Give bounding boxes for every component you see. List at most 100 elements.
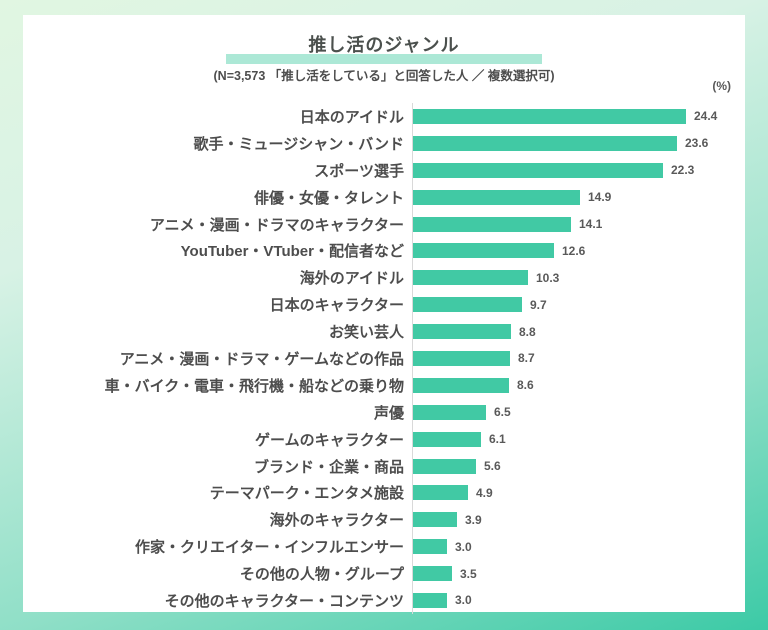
plot-area: 3.0: [412, 587, 745, 614]
chart-title: 推し活のジャンル: [308, 35, 460, 55]
value-label: 5.6: [484, 459, 501, 474]
title-highlight: [226, 54, 542, 64]
plot-area: 3.5: [412, 560, 745, 588]
value-label: 9.7: [530, 297, 547, 312]
bar: [413, 243, 554, 259]
category-label: ゲームのキャラクター: [255, 431, 404, 449]
chart-row: その他のキャラクター・コンテンツ 3.0: [23, 587, 745, 614]
plot-area: 23.6: [412, 129, 745, 157]
category-label: テーマパーク・エンタメ施設: [209, 485, 404, 503]
category-label: ブランド・企業・商品: [253, 458, 404, 476]
bar-chart: 日本のアイドル 24.4 歌手・ミュージシャン・バンド 23.6 スポーツ選手 …: [23, 103, 745, 614]
category-label: アニメ・漫画・ドラマ・ゲームなどの作品: [119, 350, 404, 368]
value-label: 3.0: [455, 539, 472, 554]
plot-area: 8.6: [412, 371, 745, 399]
value-label: 10.3: [536, 270, 560, 285]
chart-row: YouTuber・VTuber・配信者など 12.6: [23, 237, 745, 265]
plot-area: 6.5: [412, 398, 745, 426]
chart-row: 声優 6.5: [23, 398, 745, 426]
value-label: 6.1: [489, 432, 506, 447]
percent-unit-label: (%): [712, 79, 731, 93]
category-label: YouTuber・VTuber・配信者など: [180, 243, 404, 261]
bar: [413, 485, 468, 501]
plot-area: 4.9: [412, 479, 745, 507]
chart-row: アニメ・漫画・ドラマ・ゲームなどの作品 8.7: [23, 345, 745, 372]
value-label: 22.3: [671, 163, 695, 178]
chart-row: ゲームのキャラクター 6.1: [23, 425, 745, 453]
category-label: 日本のアイドル: [299, 108, 404, 126]
bar: [413, 512, 457, 528]
chart-subtitle: (N=3,573 「推し活をしている」と回答した人 ／ 複数選択可): [213, 69, 555, 83]
value-label: 8.7: [518, 351, 535, 366]
chart-row: その他の人物・グループ 3.5: [23, 560, 745, 588]
value-label: 6.5: [494, 405, 511, 420]
category-label: 作家・クリエイター・インフルエンサー: [135, 539, 404, 557]
bar: [413, 458, 476, 474]
category-label: 俳優・女優・タレント: [253, 189, 404, 207]
bar: [413, 108, 686, 124]
category-label: 車・バイク・電車・飛行機・船などの乗り物: [104, 377, 404, 395]
value-label: 3.9: [465, 512, 482, 527]
chart-row: 日本のアイドル 24.4: [23, 103, 745, 130]
chart-card: 推し活のジャンル (N=3,573 「推し活をしている」と回答した人 ／ 複数選…: [23, 15, 745, 614]
category-label: お笑い芸人: [328, 324, 404, 342]
plot-area: 10.3: [412, 264, 745, 292]
bar: [413, 297, 522, 313]
bar: [413, 404, 486, 420]
chart-row: 俳優・女優・タレント 14.9: [23, 183, 745, 211]
plot-area: 8.8: [412, 318, 745, 346]
bar: [413, 189, 580, 205]
chart-row: 海外のアイドル 10.3: [23, 264, 745, 292]
bar: [413, 592, 447, 608]
category-label: 海外のキャラクター: [269, 512, 404, 530]
category-label: 歌手・ミュージシャン・バンド: [193, 135, 404, 153]
bar: [413, 216, 571, 232]
chart-row: ブランド・企業・商品 5.6: [23, 452, 745, 480]
plot-area: 6.1: [412, 425, 745, 453]
value-label: 4.9: [476, 485, 493, 500]
plot-area: 22.3: [412, 156, 745, 184]
chart-row: 車・バイク・電車・飛行機・船などの乗り物 8.6: [23, 371, 745, 399]
plot-area: 12.6: [412, 237, 745, 265]
category-label: 日本のキャラクター: [269, 297, 404, 315]
chart-row: アニメ・漫画・ドラマのキャラクター 14.1: [23, 210, 745, 238]
value-label: 14.1: [579, 217, 603, 231]
plot-area: 3.9: [412, 506, 745, 534]
bar: [413, 162, 663, 178]
value-label: 3.5: [460, 566, 477, 581]
category-label: その他のキャラクター・コンテンツ: [164, 592, 404, 610]
plot-area: 5.6: [412, 452, 745, 480]
chart-row: お笑い芸人 8.8: [23, 318, 745, 346]
chart-row: 日本のキャラクター 9.7: [23, 291, 745, 319]
bar: [413, 566, 452, 582]
value-label: 14.9: [588, 190, 612, 205]
category-label: スポーツ選手: [314, 162, 404, 180]
chart-row: テーマパーク・エンタメ施設 4.9: [23, 479, 745, 507]
chart-row: スポーツ選手 22.3: [23, 156, 745, 184]
plot-area: 14.1: [412, 210, 745, 238]
category-label: 声優: [373, 404, 404, 422]
plot-area: 24.4: [412, 103, 745, 130]
bar: [413, 377, 509, 393]
bar: [413, 350, 510, 366]
plot-area: 14.9: [412, 183, 745, 211]
value-label: 23.6: [685, 136, 709, 151]
chart-row: 歌手・ミュージシャン・バンド 23.6: [23, 129, 745, 157]
value-label: 8.8: [519, 324, 536, 339]
value-label: 24.4: [694, 109, 718, 124]
plot-area: 3.0: [412, 533, 745, 561]
plot-area: 8.7: [412, 345, 745, 372]
value-label: 8.6: [517, 378, 534, 393]
category-label: アニメ・漫画・ドラマのキャラクター: [149, 216, 404, 234]
category-label: その他の人物・グループ: [239, 566, 404, 584]
value-label: 3.0: [455, 593, 472, 608]
bar: [413, 431, 481, 447]
bar: [413, 324, 511, 340]
bar: [413, 539, 447, 555]
category-label: 海外のアイドル: [299, 270, 404, 288]
chart-row: 海外のキャラクター 3.9: [23, 506, 745, 534]
chart-title-block: 推し活のジャンル: [23, 33, 745, 65]
plot-area: 9.7: [412, 291, 745, 319]
value-label: 12.6: [562, 243, 586, 258]
bar: [413, 135, 677, 151]
